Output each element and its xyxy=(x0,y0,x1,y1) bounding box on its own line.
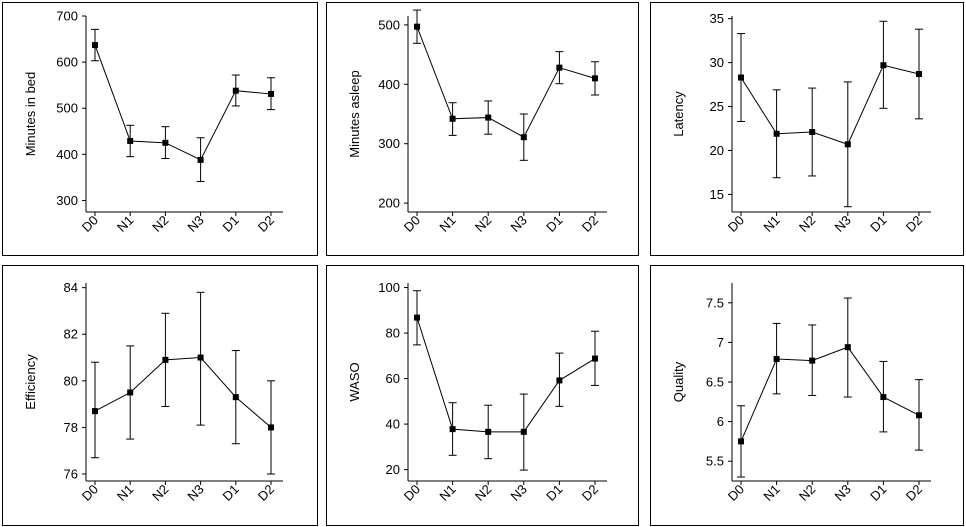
series-line xyxy=(416,26,596,138)
data-point xyxy=(592,355,598,362)
panel-frame xyxy=(2,265,318,526)
series-line xyxy=(740,346,920,442)
data-point xyxy=(127,389,134,396)
data-point xyxy=(520,134,527,141)
data-point xyxy=(485,428,492,435)
y-axis-label: Minutes asleep xyxy=(347,70,362,157)
data-point xyxy=(414,314,420,321)
data-point xyxy=(844,141,851,148)
y-tick-label: 5.5 xyxy=(706,454,724,469)
y-tick-label: 40 xyxy=(386,417,400,432)
y-axis-label: Latency xyxy=(671,91,686,137)
data-point xyxy=(232,87,239,94)
data-point xyxy=(880,394,887,401)
data-point xyxy=(916,71,922,78)
data-point xyxy=(809,357,816,364)
data-point xyxy=(738,438,744,445)
data-point xyxy=(844,344,851,351)
panel-frame xyxy=(2,2,318,256)
series-line xyxy=(94,44,272,161)
y-tick-label: 500 xyxy=(378,17,400,32)
data-point xyxy=(880,62,887,69)
y-tick-label: 100 xyxy=(378,280,400,295)
y-tick-label: 80 xyxy=(64,373,78,388)
panel-frame xyxy=(326,265,639,526)
y-tick-label: 35 xyxy=(710,11,724,26)
data-point xyxy=(916,412,922,419)
y-tick-label: 300 xyxy=(56,193,78,208)
data-point xyxy=(268,424,274,431)
data-point xyxy=(232,394,239,401)
y-tick-label: 500 xyxy=(56,101,78,116)
data-point xyxy=(414,23,420,30)
y-tick-label: 600 xyxy=(56,55,78,70)
y-tick-label: 200 xyxy=(378,196,400,211)
data-point xyxy=(449,426,456,433)
series-line xyxy=(94,357,272,428)
data-point xyxy=(197,354,204,361)
data-point xyxy=(809,129,816,136)
y-tick-label: 300 xyxy=(378,136,400,151)
data-point xyxy=(197,156,204,163)
panel-frame xyxy=(650,2,964,256)
data-point xyxy=(773,356,780,363)
data-point xyxy=(773,130,780,137)
y-tick-label: 60 xyxy=(386,371,400,386)
data-point xyxy=(449,115,456,122)
data-point xyxy=(556,377,563,384)
y-tick-label: 400 xyxy=(378,77,400,92)
data-point xyxy=(520,428,527,435)
data-point xyxy=(268,90,274,97)
y-tick-label: 400 xyxy=(56,147,78,162)
series-line xyxy=(740,64,920,145)
y-axis-label: Minutes in bed xyxy=(23,72,38,157)
y-tick-label: 25 xyxy=(710,99,724,114)
y-tick-label: 20 xyxy=(710,143,724,158)
y-tick-label: 700 xyxy=(56,9,78,24)
data-point xyxy=(92,42,98,49)
panel-frame xyxy=(650,265,964,526)
y-tick-label: 84 xyxy=(64,280,78,295)
y-tick-label: 80 xyxy=(386,326,400,341)
series-line xyxy=(416,317,596,433)
y-tick-label: 6 xyxy=(717,414,724,429)
y-tick-label: 76 xyxy=(64,467,78,482)
y-tick-label: 82 xyxy=(64,327,78,342)
y-tick-label: 78 xyxy=(64,420,78,435)
data-point xyxy=(162,356,169,363)
y-tick-label: 7 xyxy=(717,335,724,350)
y-tick-label: 6.5 xyxy=(706,375,724,390)
data-point xyxy=(556,64,563,71)
y-axis-label: Efficiency xyxy=(23,354,38,410)
data-point xyxy=(738,74,744,81)
y-tick-label: 30 xyxy=(710,55,724,70)
y-tick-label: 15 xyxy=(710,187,724,202)
data-point xyxy=(592,75,598,82)
y-axis-label: WASO xyxy=(347,362,362,401)
panel-frame xyxy=(326,2,639,256)
data-point xyxy=(127,137,134,144)
y-axis-label: Quality xyxy=(671,361,686,402)
data-point xyxy=(162,139,169,146)
data-point xyxy=(92,408,98,415)
data-point xyxy=(485,114,492,121)
y-tick-label: 20 xyxy=(386,462,400,477)
y-tick-label: 7.5 xyxy=(706,295,724,310)
